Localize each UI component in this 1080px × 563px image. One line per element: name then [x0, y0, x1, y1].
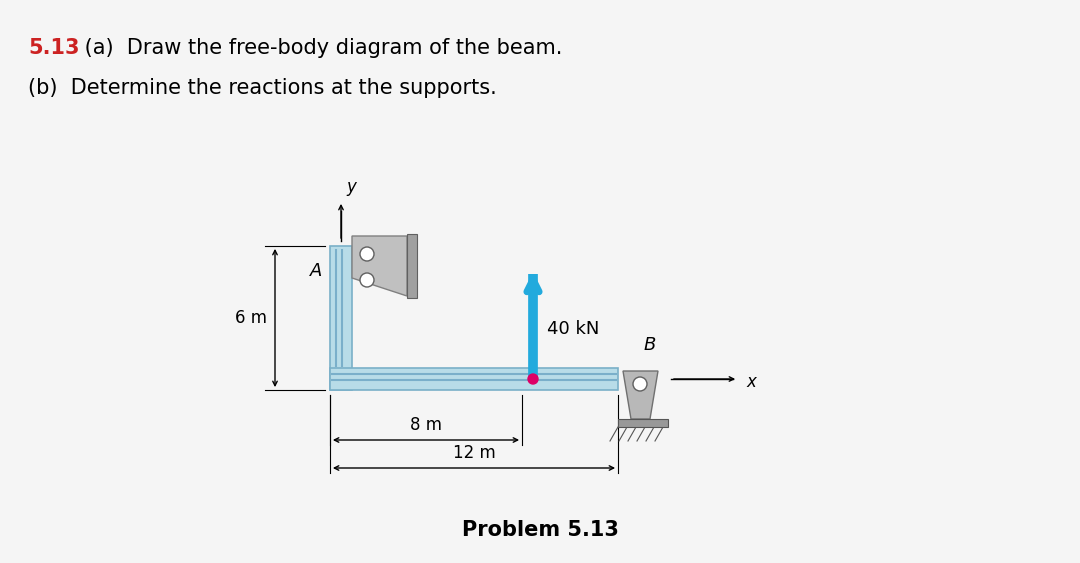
Polygon shape	[623, 371, 658, 419]
Text: Problem 5.13: Problem 5.13	[461, 520, 619, 540]
Text: y: y	[346, 178, 356, 196]
Polygon shape	[352, 236, 407, 296]
Text: A: A	[310, 262, 322, 280]
Circle shape	[633, 377, 647, 391]
Text: 12 m: 12 m	[453, 444, 496, 462]
Text: B: B	[644, 336, 657, 354]
Bar	[407, 234, 417, 298]
Text: (b)  Determine the reactions at the supports.: (b) Determine the reactions at the suppo…	[28, 78, 497, 98]
Text: 6 m: 6 m	[235, 309, 267, 327]
Bar	[618, 419, 669, 427]
Text: (a)  Draw the free-body diagram of the beam.: (a) Draw the free-body diagram of the be…	[78, 38, 563, 58]
Text: 40 kN: 40 kN	[546, 320, 599, 338]
Bar	[330, 246, 352, 390]
Text: x: x	[746, 373, 756, 391]
Text: 5.13: 5.13	[28, 38, 80, 58]
Circle shape	[528, 374, 538, 384]
Text: 8 m: 8 m	[410, 416, 442, 434]
Circle shape	[360, 247, 374, 261]
Bar	[330, 368, 618, 390]
Circle shape	[360, 273, 374, 287]
